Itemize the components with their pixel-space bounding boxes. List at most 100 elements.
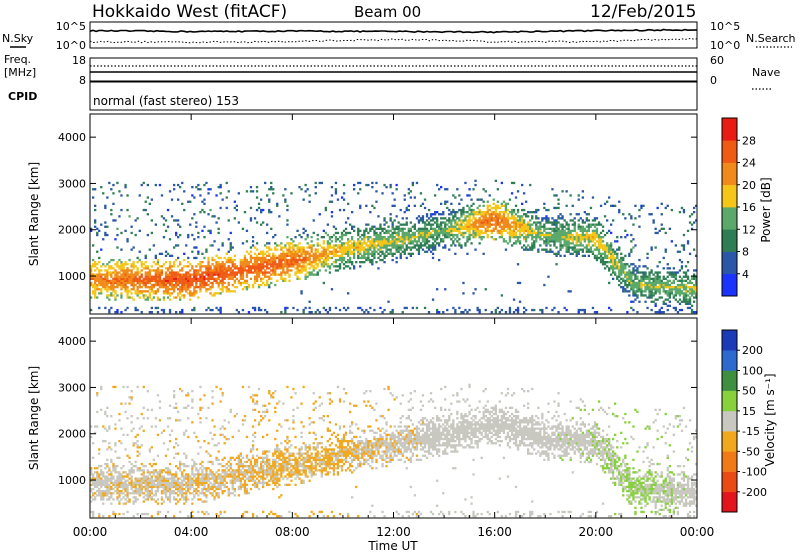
power-cell (599, 240, 603, 243)
power-cell (472, 215, 475, 218)
power-cell (429, 227, 433, 230)
power-cell (391, 238, 394, 241)
velocity-cell (136, 512, 139, 516)
power-cell (630, 306, 633, 310)
power-cell (652, 279, 655, 282)
power-cell (636, 290, 639, 293)
power-cell (92, 290, 95, 293)
power-cell (112, 283, 115, 287)
power-cell (189, 292, 192, 295)
velocity-cell (94, 498, 97, 501)
power-cell (181, 275, 184, 278)
velocity-cell (124, 494, 127, 497)
power-cell (367, 254, 370, 257)
power-cell (442, 217, 445, 220)
power-cell (177, 288, 180, 291)
power-cell (128, 290, 131, 293)
power-cell (676, 290, 680, 293)
power-cell (284, 306, 287, 310)
power-cell (288, 258, 291, 262)
power-cell (508, 240, 512, 243)
velocity-cell (179, 460, 182, 464)
power-cell (142, 277, 145, 280)
power-cell (610, 273, 613, 276)
power-cell (361, 308, 364, 312)
power-cell (375, 200, 378, 203)
power-cell (589, 225, 593, 228)
power-cell (610, 258, 613, 262)
power-cell (565, 231, 568, 235)
velocity-cell (142, 465, 145, 468)
power-cell (328, 250, 332, 253)
power-cell (492, 223, 495, 226)
power-cell (636, 269, 639, 272)
power-cell (401, 244, 404, 247)
power-cell (456, 236, 459, 239)
power-cell (116, 271, 119, 274)
power-cell (682, 248, 686, 251)
power-cell (371, 227, 374, 230)
power-cell (193, 238, 196, 241)
power-cell (486, 229, 489, 232)
power-cell (278, 273, 281, 276)
power-cell (436, 211, 439, 214)
power-cell (357, 181, 360, 185)
velocity-cell (177, 494, 180, 497)
velocity-cell (152, 458, 155, 461)
power-cell (496, 188, 499, 191)
power-cell (693, 275, 696, 278)
power-cell (684, 286, 688, 289)
power-cell (431, 248, 435, 251)
power-cell (678, 283, 682, 287)
power-cell (648, 294, 651, 297)
velocity-cell (104, 492, 107, 495)
power-cell (106, 275, 109, 278)
power-cell (183, 273, 186, 276)
power-cell (405, 248, 408, 251)
velocity-cell (96, 481, 99, 484)
velocity-cell (114, 450, 117, 453)
power-cell (591, 233, 595, 237)
power-cell (474, 229, 477, 232)
power-cell (100, 290, 103, 293)
velocity-cell (132, 502, 135, 505)
power-cell (282, 265, 285, 268)
power-cell (478, 208, 481, 212)
power-cell (357, 254, 360, 257)
power-cell (170, 271, 174, 274)
power-cell (606, 254, 609, 257)
power-cell (225, 261, 228, 264)
power-cell (110, 281, 113, 285)
power-cell (290, 256, 293, 260)
velocity-cell (90, 469, 93, 472)
velocity-cell (154, 492, 157, 495)
power-cell (446, 227, 449, 230)
power-cell (359, 204, 362, 207)
power-cell (484, 288, 487, 291)
range-tick-label: 2000 (58, 224, 86, 237)
power-cell (423, 250, 427, 253)
power-cell (525, 238, 528, 241)
power-cell (209, 188, 212, 191)
power-cell (187, 273, 190, 276)
power-cell (138, 258, 141, 262)
power-cell (94, 208, 97, 212)
power-cell (407, 188, 410, 191)
power-cell (106, 281, 109, 285)
velocity-cell (144, 465, 147, 468)
power-cell (632, 294, 635, 297)
velocity-cell (108, 446, 111, 449)
power-cell (304, 277, 307, 280)
power-cell (500, 308, 503, 312)
velocity-cell (150, 483, 153, 486)
velocity-cell (175, 479, 178, 482)
velocity-cell (110, 492, 113, 495)
power-cell (124, 308, 127, 312)
power-cell (365, 250, 368, 253)
power-cell (92, 286, 95, 289)
power-cell (638, 281, 641, 285)
power-cell (375, 261, 378, 264)
power-cell (334, 250, 338, 253)
power-cell (132, 298, 135, 301)
power-cell (444, 231, 447, 235)
